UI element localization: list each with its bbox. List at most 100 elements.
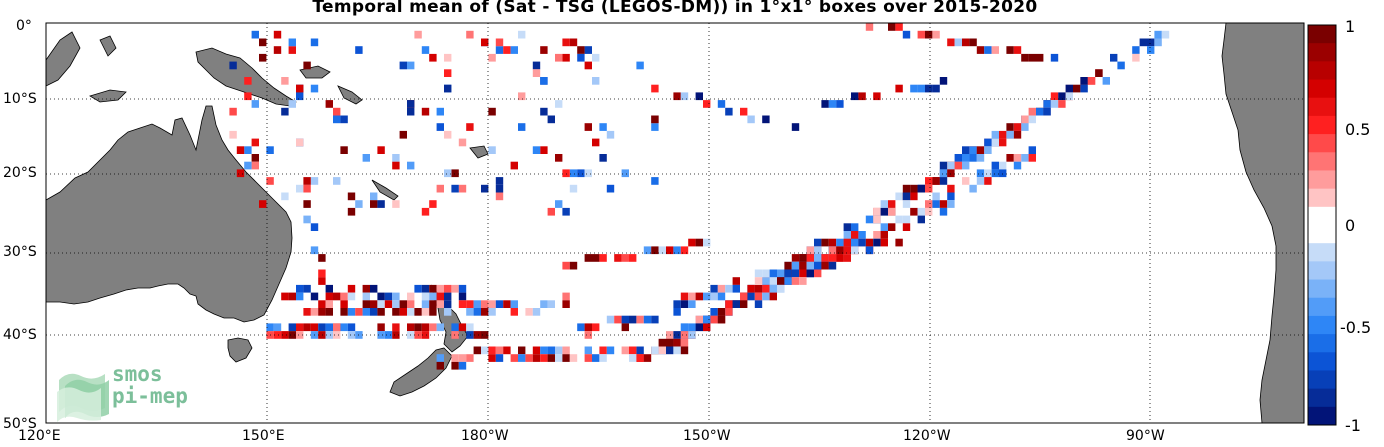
difference-cell (584, 254, 592, 262)
difference-cell (236, 146, 245, 154)
difference-cell (525, 308, 533, 316)
difference-cell (791, 254, 800, 262)
difference-cell (451, 184, 459, 193)
new-zealand-south-island (389, 347, 453, 397)
difference-cell (540, 46, 548, 54)
difference-cell (1028, 115, 1036, 124)
difference-cell (303, 284, 311, 293)
halmahera-island (99, 35, 117, 57)
difference-cell (436, 123, 444, 131)
difference-cell (643, 354, 652, 362)
difference-cell (606, 184, 615, 193)
difference-cell (902, 215, 911, 224)
difference-cell (444, 284, 452, 293)
difference-cell (318, 254, 326, 262)
difference-cell (954, 161, 962, 170)
difference-cell (377, 331, 385, 339)
difference-cell (325, 323, 333, 332)
difference-cell (251, 138, 259, 147)
difference-cell (481, 300, 489, 308)
difference-cell (1013, 46, 1022, 54)
difference-cell (777, 269, 785, 278)
difference-cell (925, 84, 933, 93)
difference-cell (444, 84, 452, 93)
difference-cell (947, 169, 955, 178)
difference-cell (1139, 38, 1147, 47)
difference-cell (281, 107, 289, 116)
colorbar (1307, 24, 1337, 426)
difference-cell (451, 323, 459, 332)
difference-cell (895, 192, 903, 201)
difference-cell (606, 315, 615, 324)
difference-cell (962, 154, 970, 162)
difference-cell (577, 323, 585, 332)
graticule (46, 23, 1304, 423)
difference-cell (333, 331, 341, 339)
difference-cell (754, 300, 763, 308)
lat-label-50s: 50°S (3, 416, 37, 432)
difference-cell (1154, 30, 1162, 39)
difference-cell (599, 254, 607, 262)
difference-cell (244, 77, 252, 85)
difference-cell (547, 115, 555, 124)
difference-cell (651, 246, 659, 255)
difference-cell (910, 207, 918, 216)
difference-cell (562, 169, 570, 178)
difference-cell (259, 38, 267, 47)
difference-cell (614, 315, 622, 324)
difference-cell (281, 331, 289, 339)
difference-cell (939, 161, 948, 170)
plot-frame (45, 22, 1305, 424)
colorbar-tick-0.5: 0.5 (1345, 120, 1371, 139)
difference-cell (880, 238, 888, 247)
difference-cell (592, 323, 600, 332)
difference-cell (562, 346, 570, 355)
difference-cell (562, 300, 570, 308)
difference-cell (281, 77, 289, 85)
colorbar-level (1308, 25, 1336, 44)
difference-cell (495, 300, 504, 308)
difference-cell (384, 331, 393, 339)
difference-cell (592, 354, 600, 362)
difference-cell (451, 169, 459, 178)
difference-cell (784, 277, 792, 285)
difference-cell (296, 323, 304, 332)
difference-cell (1154, 38, 1162, 47)
difference-cell (969, 184, 977, 193)
difference-cell (651, 177, 659, 185)
difference-cell (695, 92, 703, 101)
difference-cell (851, 92, 859, 101)
difference-cell (584, 61, 592, 70)
difference-cell (458, 361, 467, 370)
difference-cell (1050, 92, 1059, 101)
difference-cell (747, 115, 755, 124)
difference-cell (1095, 69, 1103, 77)
difference-cell (962, 146, 970, 154)
difference-cell (436, 292, 444, 301)
difference-cell (851, 231, 859, 239)
difference-cell (347, 323, 356, 332)
difference-cell (806, 246, 814, 255)
difference-cell (495, 346, 504, 355)
map-title: Temporal mean of (Sat - TSG (LEGOS-DM)) … (312, 0, 1038, 17)
difference-cell (947, 38, 955, 47)
difference-cell (518, 354, 526, 362)
difference-cell (791, 123, 800, 131)
difference-cell (303, 215, 311, 224)
difference-cell (1043, 107, 1051, 116)
difference-cell (688, 331, 696, 339)
colorbar-level (1308, 370, 1336, 390)
difference-cell (717, 308, 726, 316)
difference-cell (799, 277, 807, 285)
difference-cell (910, 192, 918, 201)
difference-cell (1065, 92, 1073, 101)
difference-cell (843, 231, 851, 239)
difference-cell (828, 246, 837, 255)
difference-cell (976, 177, 985, 185)
difference-cell (333, 177, 341, 185)
difference-cell (629, 346, 637, 355)
difference-cell (621, 346, 629, 355)
difference-cell (858, 231, 866, 239)
difference-cell (481, 184, 489, 193)
difference-cell (806, 254, 814, 262)
